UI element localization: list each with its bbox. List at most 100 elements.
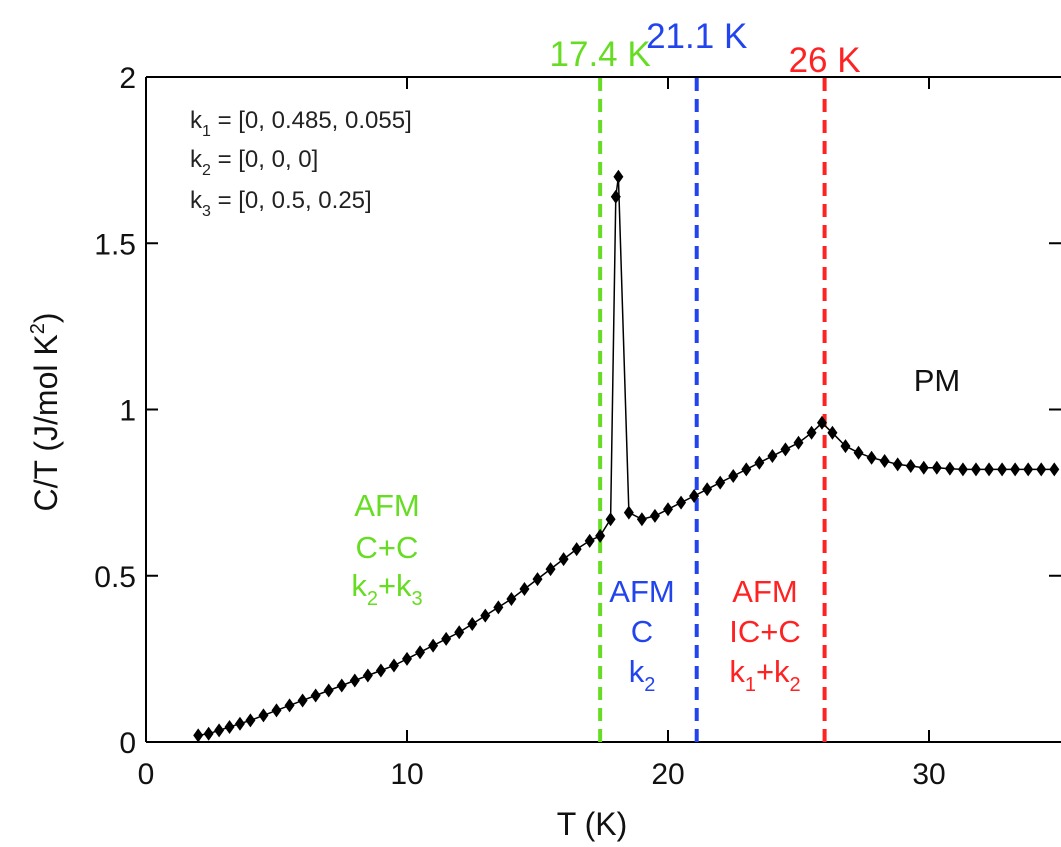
k-vector-3-value: = [0, 0.5, 0.25] bbox=[211, 187, 372, 214]
phase-red-sub-a: 1 bbox=[745, 674, 756, 696]
data-point bbox=[336, 678, 347, 693]
data-point bbox=[663, 502, 673, 517]
k-vector-2-value: = [0, 0, 0] bbox=[211, 146, 318, 173]
data-point bbox=[271, 703, 282, 718]
data-point bbox=[234, 716, 245, 731]
k-vector-2-sub: 2 bbox=[202, 162, 211, 179]
phase-label-pm: PM bbox=[914, 363, 961, 398]
data-point bbox=[918, 460, 929, 475]
phase-green-sub-b: 3 bbox=[412, 588, 423, 610]
y-tick-label: 0.5 bbox=[94, 561, 136, 594]
k-vector-legend: k1 = [0, 0.485, 0.055] k2 = [0, 0, 0] k3… bbox=[190, 107, 412, 220]
phase-red-k: k bbox=[729, 654, 745, 689]
phase-green-k: k bbox=[351, 568, 367, 603]
data-point bbox=[1036, 462, 1047, 477]
transition-label: 17.4 K bbox=[550, 35, 651, 74]
data-point bbox=[203, 726, 214, 741]
k-vector-1-value: = [0, 0.485, 0.055] bbox=[211, 107, 412, 134]
data-point bbox=[297, 693, 308, 708]
phase-red-line1: AFM bbox=[732, 574, 797, 609]
y-axis-title: C/T (J/mol K2) bbox=[27, 313, 64, 512]
data-point bbox=[224, 720, 235, 735]
y-tick-label: 2 bbox=[119, 62, 136, 95]
data-point bbox=[944, 461, 955, 476]
data-point bbox=[584, 533, 595, 548]
data-point bbox=[931, 460, 942, 475]
data-point bbox=[1010, 462, 1021, 477]
data-point bbox=[879, 454, 890, 469]
data-point bbox=[1023, 462, 1034, 477]
phase-red-line2: IC+C bbox=[729, 614, 801, 649]
data-series bbox=[193, 169, 1060, 743]
data-point bbox=[840, 439, 851, 454]
data-point bbox=[715, 475, 726, 490]
data-point bbox=[545, 562, 556, 577]
k-vector-2-k: k bbox=[190, 146, 203, 173]
phase-red-plus: +k bbox=[756, 654, 790, 689]
phase-red-sub-b: 2 bbox=[790, 674, 801, 696]
data-point bbox=[866, 450, 877, 465]
phase-green-line3: k2+k3 bbox=[351, 568, 422, 610]
data-point bbox=[610, 189, 621, 204]
data-point bbox=[214, 723, 225, 738]
k-vector-3-k: k bbox=[190, 187, 203, 214]
y-axis-title-main: C/T (J/mol K bbox=[28, 334, 64, 511]
data-point bbox=[754, 455, 765, 470]
x-tick-label: 0 bbox=[138, 758, 155, 791]
data-point bbox=[402, 651, 412, 666]
x-tick-label: 10 bbox=[390, 758, 423, 791]
k-vector-1-k: k bbox=[190, 107, 203, 134]
data-point bbox=[415, 645, 426, 660]
phase-blue-sub-a: 2 bbox=[644, 674, 655, 696]
k-vector-1: k1 = [0, 0.485, 0.055] bbox=[190, 107, 412, 140]
data-point bbox=[970, 462, 981, 477]
phase-green-plus: +k bbox=[378, 568, 412, 603]
phase-red-line3: k1+k2 bbox=[729, 654, 800, 696]
data-point bbox=[741, 462, 752, 477]
axes bbox=[145, 76, 1061, 743]
data-point bbox=[454, 625, 465, 640]
data-point bbox=[827, 425, 838, 440]
data-point bbox=[984, 462, 995, 477]
k-vector-1-sub: 1 bbox=[202, 123, 211, 140]
data-point bbox=[375, 663, 386, 678]
phase-blue-k: k bbox=[629, 654, 645, 689]
data-point bbox=[676, 495, 687, 510]
data-point bbox=[649, 508, 660, 523]
data-point bbox=[519, 582, 530, 597]
y-axis-title-close: ) bbox=[28, 313, 64, 324]
data-point bbox=[853, 445, 864, 460]
data-point bbox=[636, 512, 647, 527]
data-point bbox=[532, 572, 543, 587]
data-point bbox=[728, 469, 739, 483]
data-point bbox=[467, 616, 478, 631]
data-point bbox=[806, 425, 817, 440]
data-point bbox=[702, 482, 713, 497]
data-point bbox=[362, 668, 373, 683]
data-point bbox=[595, 528, 606, 543]
data-point bbox=[506, 592, 517, 607]
data-point bbox=[957, 462, 968, 477]
data-point bbox=[558, 552, 569, 567]
series-line bbox=[198, 176, 1055, 737]
y-tick-label: 0 bbox=[119, 727, 136, 760]
data-point bbox=[193, 728, 204, 743]
k-vector-3-sub: 3 bbox=[202, 203, 211, 220]
phase-blue-line3: k2 bbox=[629, 654, 656, 696]
data-point bbox=[1049, 462, 1060, 477]
k-vector-2: k2 = [0, 0, 0] bbox=[190, 146, 318, 179]
phase-green-line2: C+C bbox=[356, 530, 419, 565]
y-tick-label: 1.5 bbox=[94, 228, 136, 261]
phase-green-line1: AFM bbox=[354, 488, 419, 523]
data-point bbox=[793, 435, 804, 450]
data-point bbox=[623, 505, 634, 520]
x-tick-label: 30 bbox=[912, 758, 945, 791]
x-tick-label: 20 bbox=[651, 758, 684, 791]
data-point bbox=[245, 713, 256, 728]
y-axis-title-sup: 2 bbox=[27, 323, 49, 334]
data-point bbox=[816, 415, 827, 430]
phase-label-blue: AFM C k2 bbox=[609, 574, 674, 696]
data-point bbox=[480, 608, 491, 623]
data-point bbox=[767, 449, 778, 464]
